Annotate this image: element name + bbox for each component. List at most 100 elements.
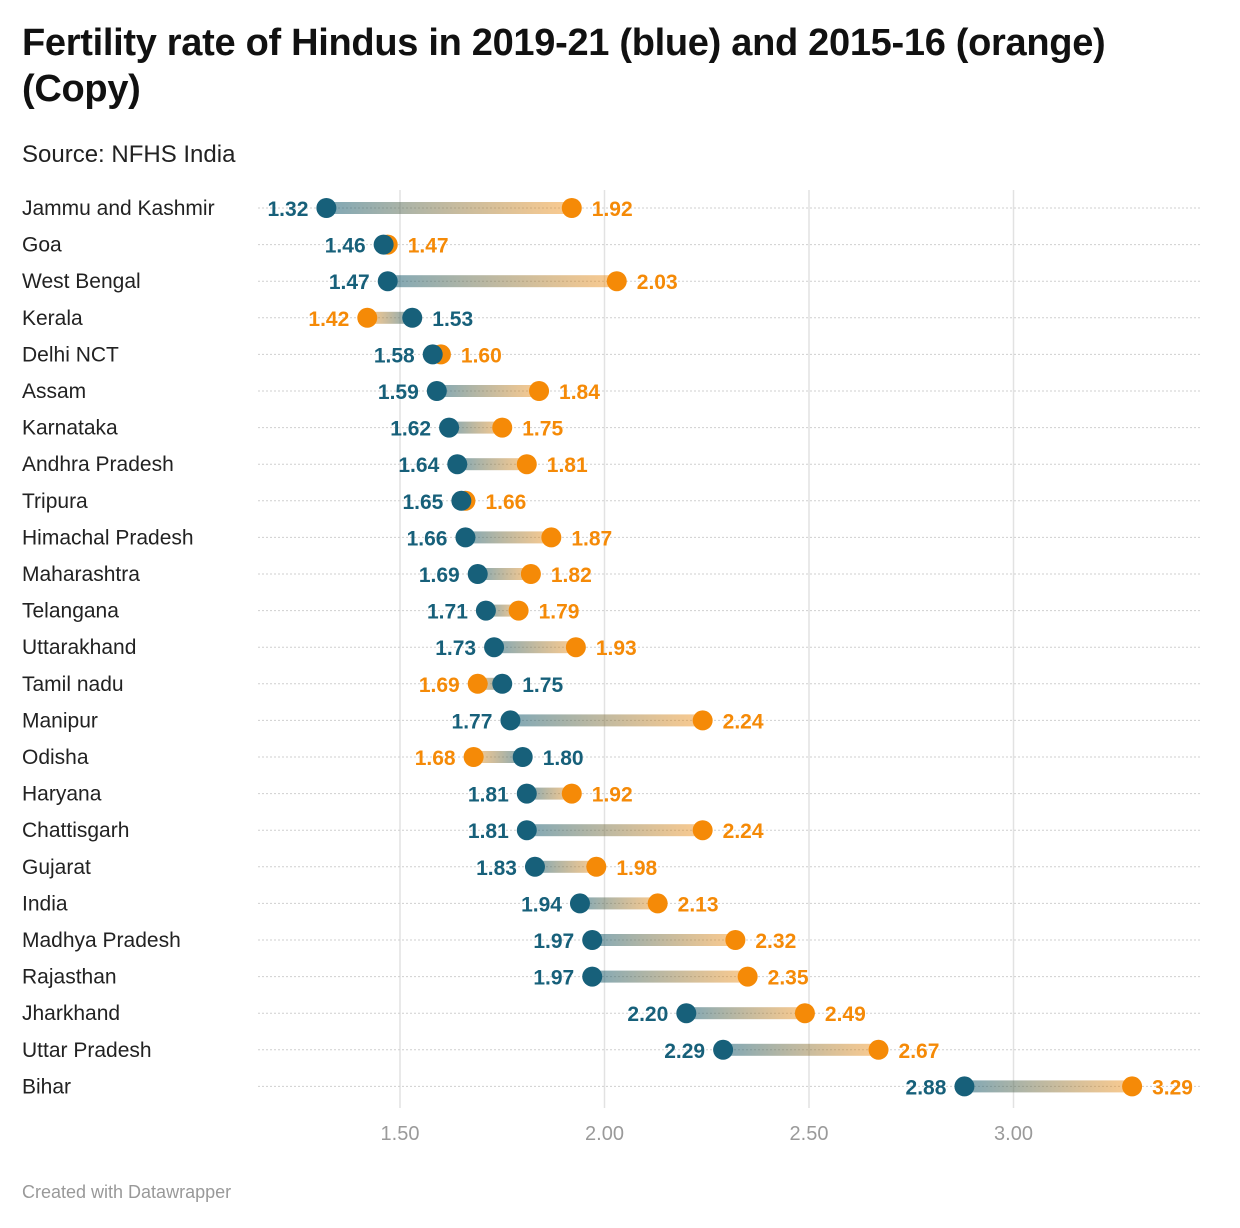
chart-row: Assam 1.59 1.84 (22, 380, 1200, 404)
category-label: Odisha (22, 746, 89, 769)
dot-2019-21 (582, 966, 603, 987)
dot-2015-16 (692, 710, 713, 731)
dot-2015-16 (520, 564, 541, 584)
range-bar (534, 860, 597, 873)
range-bar (592, 934, 736, 946)
value-label-2019-21: 1.59 (378, 381, 419, 404)
range-bar (387, 275, 617, 288)
dot-2019-21 (316, 198, 337, 218)
category-label: Madhya Pradesh (22, 929, 181, 952)
value-label-2019-21: 1.81 (468, 820, 509, 843)
category-label: Jharkhand (22, 1002, 120, 1025)
range-bar (457, 458, 527, 471)
dot-2019-21 (455, 527, 476, 548)
dot-2019-21 (426, 381, 447, 401)
chart-row: Kerala 1.42 1.53 (22, 307, 1200, 331)
chart-source: Source: NFHS India (22, 141, 236, 168)
chart-row: Jammu and Kashmir 1.32 1.92 (22, 197, 1200, 221)
category-label: Uttarakhand (22, 636, 136, 659)
chart-row: Telangana 1.71 1.79 (22, 600, 1200, 624)
category-label: Rajasthan (22, 966, 117, 989)
x-tick-label: 1.50 (381, 1123, 420, 1145)
category-label: Chattisgarh (22, 819, 129, 842)
x-tick-label: 2.00 (585, 1123, 624, 1145)
x-tick-label: 2.50 (790, 1123, 829, 1145)
dot-2015-16 (606, 271, 627, 292)
dot-2019-21 (402, 307, 423, 328)
value-label-2019-21: 1.80 (543, 747, 584, 770)
value-label-2015-16: 2.13 (678, 893, 719, 916)
value-label-2019-21: 1.71 (427, 601, 468, 624)
value-label-2015-16: 1.81 (547, 454, 588, 477)
chart-row: Madhya Pradesh 1.97 2.32 (22, 929, 1200, 953)
chart-row: Haryana 1.81 1.92 (22, 783, 1200, 807)
value-label-2015-16: 1.84 (559, 381, 600, 404)
dot-2015-16 (586, 856, 607, 877)
value-label-2019-21: 1.46 (325, 235, 366, 258)
chart-row: Andhra Pradesh 1.64 1.81 (22, 453, 1200, 477)
value-label-2015-16: 1.69 (419, 674, 460, 697)
dot-2015-16 (725, 930, 746, 950)
category-label: Goa (22, 234, 62, 257)
category-label: Kerala (22, 307, 83, 330)
range-bar (579, 897, 658, 910)
value-label-2015-16: 1.75 (522, 418, 563, 441)
dot-2015-16 (692, 820, 713, 841)
value-label-2015-16: 1.93 (596, 637, 637, 660)
x-axis: 1.50 2.00 2.50 3.00 (381, 1123, 1033, 1145)
chart-title: Fertility rate of Hindus in 2019-21 (blu… (22, 22, 1106, 110)
category-label: Gujarat (22, 856, 91, 879)
value-label-2015-16: 1.60 (461, 344, 502, 367)
chart-row: Tamil nadu 1.69 1.75 (22, 673, 1200, 697)
category-label: Maharashtra (22, 563, 140, 586)
chart-row: Jharkhand 2.20 2.49 (22, 1002, 1200, 1026)
category-label: Tripura (22, 490, 88, 513)
dot-2015-16 (561, 783, 582, 804)
range-bar (449, 421, 503, 434)
value-label-2019-21: 1.65 (402, 491, 443, 514)
dot-2019-21 (377, 271, 398, 292)
value-label-2019-21: 1.81 (468, 784, 509, 807)
chart-row: Gujarat 1.83 1.98 (22, 856, 1200, 880)
value-label-2019-21: 1.97 (533, 967, 574, 990)
chart-row: Odisha 1.68 1.80 (22, 746, 1200, 770)
dot-2019-21 (451, 490, 472, 511)
category-label: Himachal Pradesh (22, 526, 194, 549)
category-label: Bihar (22, 1075, 71, 1098)
dot-2015-16 (794, 1003, 815, 1024)
dot-2015-16 (529, 381, 550, 401)
value-label-2019-21: 1.32 (268, 198, 309, 221)
chart-row: Uttar Pradesh 2.29 2.67 (22, 1039, 1200, 1063)
dot-2015-16 (541, 527, 562, 548)
category-label: Karnataka (22, 417, 118, 440)
dot-2019-21 (676, 1003, 697, 1024)
dot-2019-21 (467, 564, 488, 584)
value-label-2015-16: 1.42 (308, 308, 349, 331)
value-label-2019-21: 1.75 (522, 674, 563, 697)
dot-2015-16 (463, 747, 484, 767)
category-label: Haryana (22, 783, 102, 806)
value-label-2015-16: 1.92 (592, 784, 633, 807)
chart-row: Delhi NCT 1.58 1.60 (22, 343, 1200, 367)
dot-2019-21 (713, 1039, 734, 1060)
dot-2015-16 (565, 637, 586, 658)
category-label: Assam (22, 380, 86, 403)
value-label-2015-16: 2.03 (637, 271, 678, 294)
dot-2015-16 (357, 307, 378, 328)
value-label-2019-21: 1.62 (390, 418, 431, 441)
dot-2015-16 (508, 600, 529, 621)
value-label-2019-21: 1.77 (452, 710, 493, 733)
value-label-2015-16: 2.32 (755, 930, 796, 953)
grid-layer (399, 190, 1015, 1108)
chart-row: Himachal Pradesh 1.66 1.87 (22, 526, 1200, 550)
value-label-2019-21: 1.94 (521, 893, 562, 916)
dot-2019-21 (447, 454, 468, 475)
dot-2019-21 (475, 600, 496, 621)
range-bar (723, 1043, 879, 1056)
range-bar (494, 641, 576, 654)
datawrapper-credit: Created with Datawrapper (22, 1182, 232, 1202)
range-bar (436, 385, 540, 397)
category-label: Manipur (22, 709, 98, 732)
